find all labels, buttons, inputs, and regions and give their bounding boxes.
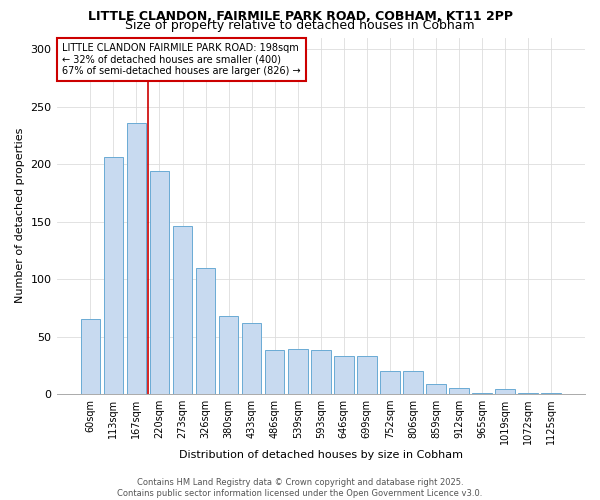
Bar bbox=[173, 226, 193, 394]
Text: LITTLE CLANDON FAIRMILE PARK ROAD: 198sqm
← 32% of detached houses are smaller (: LITTLE CLANDON FAIRMILE PARK ROAD: 198sq… bbox=[62, 43, 301, 76]
Y-axis label: Number of detached properties: Number of detached properties bbox=[15, 128, 25, 304]
Bar bbox=[80, 320, 100, 394]
Bar bbox=[334, 356, 353, 394]
Bar bbox=[380, 371, 400, 394]
Bar bbox=[449, 388, 469, 394]
Bar bbox=[426, 384, 446, 394]
Bar bbox=[127, 122, 146, 394]
Bar bbox=[219, 316, 238, 394]
Text: LITTLE CLANDON, FAIRMILE PARK ROAD, COBHAM, KT11 2PP: LITTLE CLANDON, FAIRMILE PARK ROAD, COBH… bbox=[88, 10, 512, 23]
Bar bbox=[265, 350, 284, 394]
Bar bbox=[472, 393, 492, 394]
Bar bbox=[403, 371, 423, 394]
Bar bbox=[541, 393, 561, 394]
X-axis label: Distribution of detached houses by size in Cobham: Distribution of detached houses by size … bbox=[179, 450, 463, 460]
Bar bbox=[288, 349, 308, 394]
Bar bbox=[357, 356, 377, 394]
Bar bbox=[242, 323, 262, 394]
Bar bbox=[518, 393, 538, 394]
Bar bbox=[496, 390, 515, 394]
Text: Contains HM Land Registry data © Crown copyright and database right 2025.
Contai: Contains HM Land Registry data © Crown c… bbox=[118, 478, 482, 498]
Bar bbox=[196, 268, 215, 394]
Bar bbox=[311, 350, 331, 394]
Bar bbox=[104, 157, 123, 394]
Bar bbox=[149, 171, 169, 394]
Text: Size of property relative to detached houses in Cobham: Size of property relative to detached ho… bbox=[125, 19, 475, 32]
